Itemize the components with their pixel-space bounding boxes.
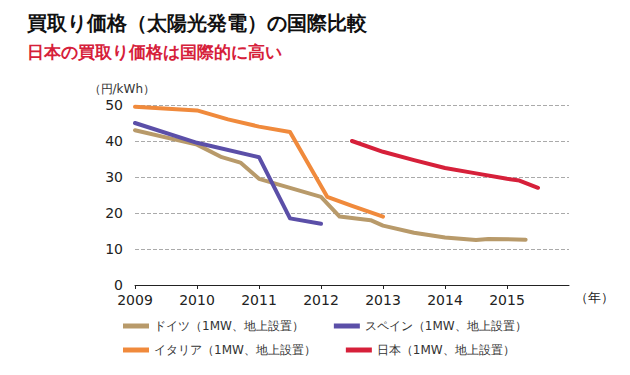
svg-text:ドイツ（1MW、地上設置）: ドイツ（1MW、地上設置）: [154, 319, 304, 333]
svg-text:2014: 2014: [427, 292, 463, 308]
svg-text:日本の買取り価格は国際的に高い: 日本の買取り価格は国際的に高い: [27, 42, 282, 62]
svg-text:2009: 2009: [117, 292, 153, 308]
svg-text:30: 30: [105, 169, 123, 185]
svg-text:（円/kWh）: （円/kWh）: [89, 82, 155, 96]
svg-text:2011: 2011: [241, 292, 277, 308]
svg-text:40: 40: [105, 133, 123, 149]
svg-text:0: 0: [114, 277, 123, 293]
svg-text:2012: 2012: [303, 292, 339, 308]
svg-text:10: 10: [105, 241, 123, 257]
svg-text:日本（1MW、地上設置）: 日本（1MW、地上設置）: [377, 343, 515, 357]
svg-text:20: 20: [105, 205, 123, 221]
svg-text:買取り価格（太陽光発電）の国際比較: 買取り価格（太陽光発電）の国際比較: [26, 11, 368, 35]
svg-text:2015: 2015: [489, 292, 525, 308]
svg-text:（年）: （年）: [575, 290, 614, 305]
svg-text:2010: 2010: [179, 292, 215, 308]
svg-text:スペイン（1MW、地上設置）: スペイン（1MW、地上設置）: [365, 319, 527, 333]
svg-text:2013: 2013: [365, 292, 401, 308]
svg-text:50: 50: [105, 97, 123, 113]
svg-text:イタリア（1MW、地上設置）: イタリア（1MW、地上設置）: [154, 343, 316, 357]
